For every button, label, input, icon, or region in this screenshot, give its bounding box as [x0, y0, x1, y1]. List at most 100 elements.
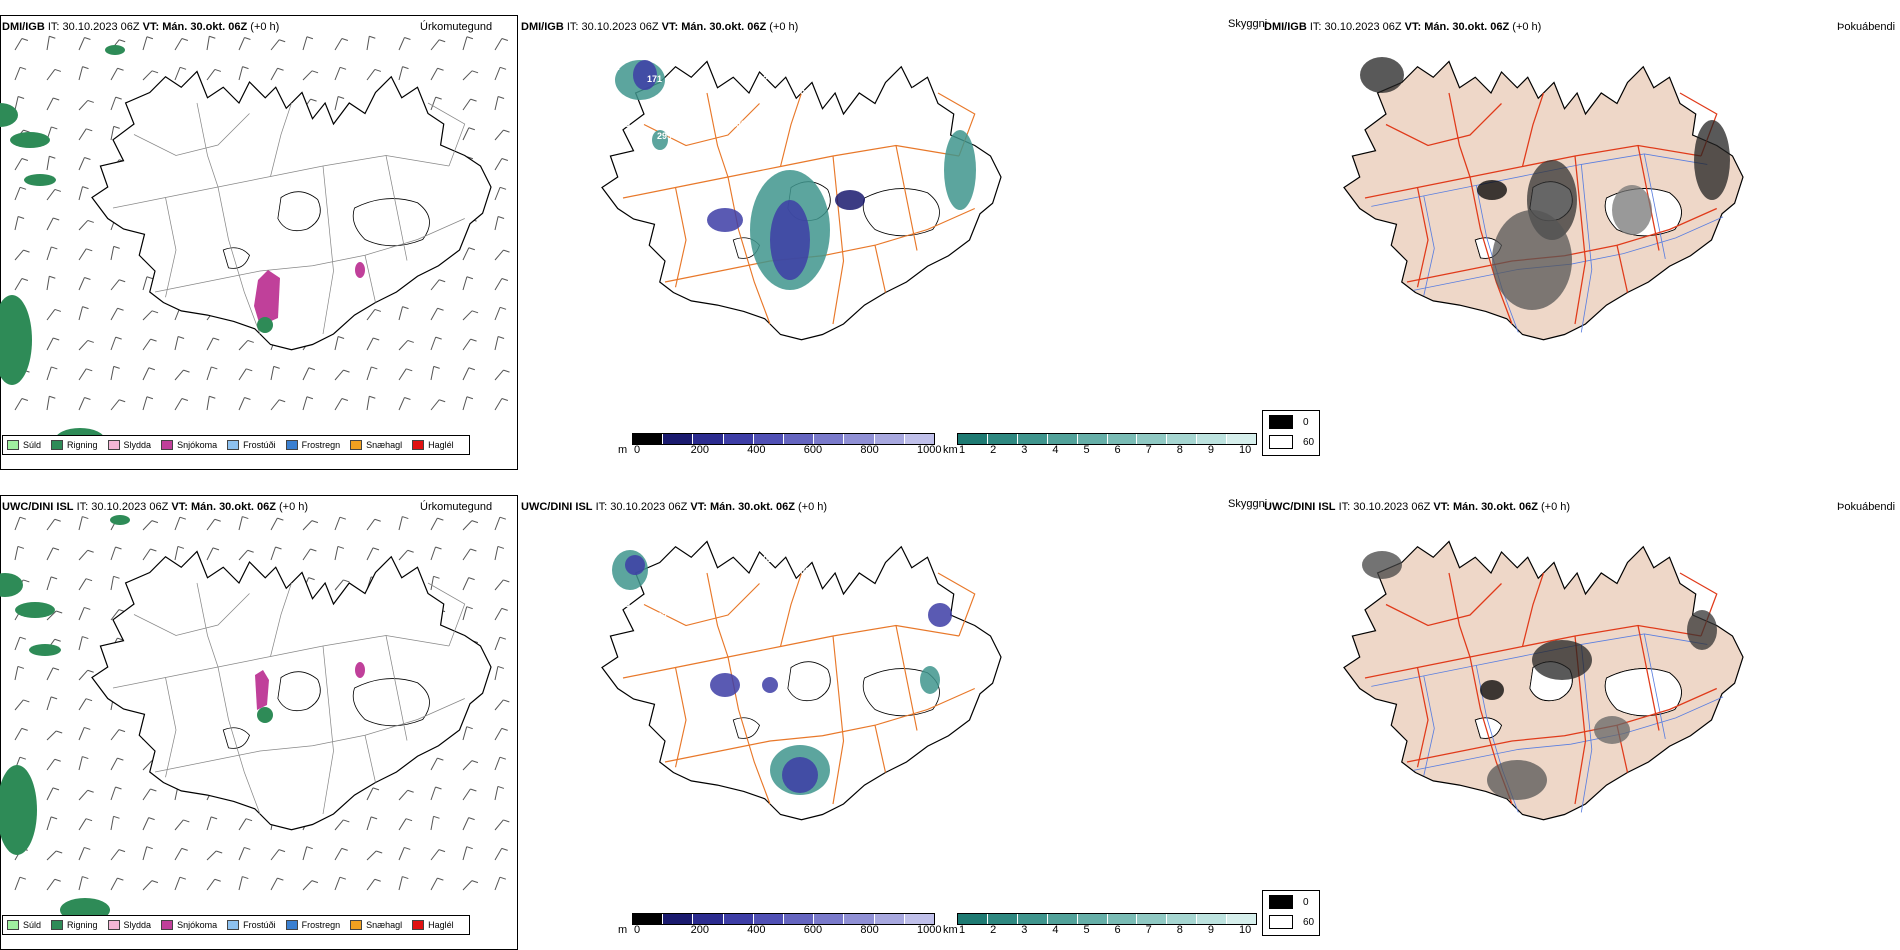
colorbar-tick: 10 — [1239, 444, 1252, 456]
rain-area — [105, 45, 125, 55]
legend-item: Frostúði — [227, 440, 276, 450]
rain-area — [10, 132, 50, 148]
legend-item: Haglél — [412, 440, 454, 450]
cloudbase-value-label: 33 — [620, 119, 630, 129]
legend-item: Frostregn — [285, 920, 340, 930]
cloudbase-value-label: 850 — [694, 107, 709, 117]
rain-area — [0, 103, 18, 127]
colorbar-tick: 1 — [959, 444, 966, 456]
fog-legend-value: 0 — [1303, 896, 1309, 908]
colorbar-swatch — [1047, 914, 1078, 924]
colorbar-swatch — [784, 914, 815, 924]
rain-area — [29, 644, 61, 656]
precip-header-1: DMI/IGB IT: 30.10.2023 06Z VT: Mán. 30.o… — [2, 21, 280, 33]
colorbar-tick: 4 — [1052, 444, 1059, 456]
colorbar-swatch — [1017, 434, 1048, 444]
legend-swatch — [107, 440, 120, 450]
colorbar-swatch — [958, 914, 988, 924]
precip-map-1 — [0, 35, 510, 452]
legend-swatch — [412, 920, 425, 930]
cloudbase-value-label: 148 — [667, 152, 682, 162]
cloudbase-value-label: 96 — [869, 74, 879, 84]
legend-item: Snjókoma — [161, 440, 217, 450]
colorbar-swatch — [723, 914, 754, 924]
legend-swatch — [161, 920, 174, 930]
legend-label: Frostregn — [301, 440, 341, 450]
legend-item: Slydda — [107, 440, 151, 450]
colorbar-unit: km — [943, 444, 958, 456]
legend-swatch — [227, 920, 240, 930]
precip-title-1: Úrkomutegund — [420, 21, 493, 33]
fog-legend-item: 60 — [1269, 915, 1314, 929]
cloud-cell — [770, 200, 810, 280]
colorbar-swatch — [663, 434, 694, 444]
colorbar-swatch — [1137, 434, 1168, 444]
fog-legend-item: 0 — [1269, 895, 1309, 909]
colorbar-swatch — [874, 914, 905, 924]
cloud-cell — [633, 60, 657, 90]
cloudbase-value-label: 84 — [906, 566, 916, 576]
cloudbase-value-label: 171 — [647, 74, 662, 84]
cloudbase-value-label: 216 — [879, 131, 894, 141]
colorbar-swatch — [1227, 914, 1257, 924]
colorbar-swatch — [987, 434, 1018, 444]
iceland-outline — [91, 70, 492, 351]
precip-map-2 — [0, 515, 510, 922]
legend-item: Súld — [7, 920, 41, 930]
cloudbase-value-label: 299 — [657, 131, 672, 141]
cloudbase-value-label: 14 — [647, 554, 657, 564]
fog-title-2: Þokuábendi — [1837, 501, 1896, 513]
colorbar-tick: 9 — [1207, 924, 1214, 936]
legend-label: Frostúði — [243, 920, 276, 930]
fog-legend-item: 0 — [1269, 415, 1309, 429]
colorbar-swatch — [1077, 434, 1108, 444]
colorbar-swatch — [1227, 434, 1257, 444]
cloudbase-value-label: 14 — [832, 542, 842, 552]
iceland-outline — [91, 550, 492, 831]
colorbar-tick: 8 — [1176, 924, 1183, 936]
fog-legend-swatch — [1269, 895, 1293, 909]
colorbar-swatch — [987, 914, 1018, 924]
cloud-cell — [782, 757, 818, 793]
cloudbase-value-label: 95 — [916, 107, 926, 117]
colorbar-swatch — [1137, 914, 1168, 924]
fog-legend-swatch — [1269, 415, 1293, 429]
colorbar-swatch — [1077, 914, 1108, 924]
snow-area — [254, 270, 280, 326]
cloud-cell — [762, 677, 778, 693]
colorbar-swatch — [904, 434, 935, 444]
fog-legend-item: 60 — [1269, 435, 1314, 449]
cloudbase-value-label: 22 — [684, 566, 694, 576]
legend-label: Frostúði — [243, 440, 276, 450]
cloud-cell — [625, 555, 645, 575]
legend-swatch — [350, 440, 363, 450]
cloudbase-map-2: 10 14 22 100 102 106 14 140 84 80 73 32 — [601, 540, 1002, 821]
colorbar-tick: 8 — [1176, 444, 1183, 456]
colorbar-swatch — [1017, 914, 1048, 924]
legend-item: Rigning — [51, 920, 98, 930]
colorbar-swatch — [753, 434, 785, 444]
fog-cell — [1687, 610, 1717, 650]
cloudbase-value-label: 48 — [906, 86, 916, 96]
cloudbase-value-label: 35 — [943, 62, 953, 72]
cloudbase-value-label: 237 — [805, 107, 820, 117]
colorbar-tick: 2 — [990, 924, 997, 936]
fog-header-1: DMI/IGB IT: 30.10.2023 06Z VT: Mán. 30.o… — [1264, 21, 1542, 33]
cloudbase-value-label: 11 — [684, 86, 694, 96]
colorbar-unit: m — [618, 444, 628, 456]
legend-item: Haglél — [412, 920, 454, 930]
fog-legend-value: 0 — [1303, 416, 1309, 428]
rain-area — [0, 573, 23, 597]
rain-area — [24, 174, 56, 186]
colorbar-swatch — [1167, 914, 1198, 924]
colorbar-tick: 1000 — [917, 924, 942, 936]
fog-map-1 — [1343, 57, 1744, 341]
fog-map-2 — [1343, 540, 1744, 821]
cloud-cell — [707, 208, 743, 232]
colorbar-tick: 2 — [990, 444, 997, 456]
colorbar-swatch — [723, 434, 754, 444]
colorbar-tick: 3 — [1021, 444, 1028, 456]
colorbar-swatch — [784, 434, 815, 444]
colorbar-swatch — [753, 914, 785, 924]
legend-label: Rigning — [67, 440, 98, 450]
